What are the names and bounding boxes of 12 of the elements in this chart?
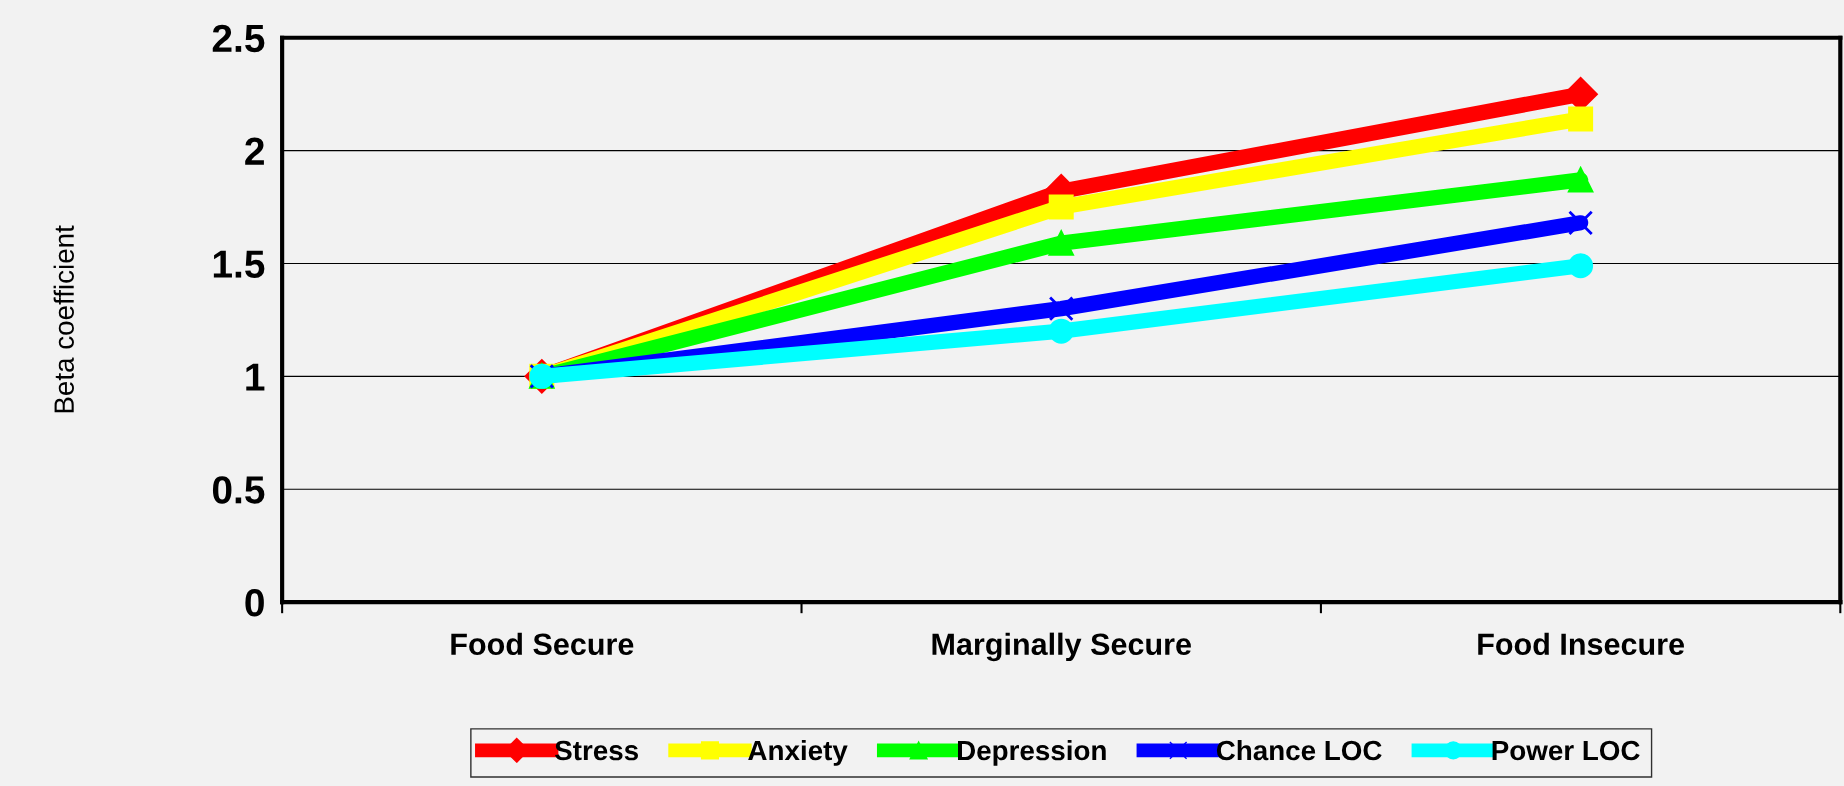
x-tick-label: Food Secure — [451, 632, 634, 656]
y-axis-title: Beta coefficient — [53, 225, 74, 413]
y-tick-label: 0 — [245, 589, 264, 617]
y-tick-label: 2.5 — [212, 24, 265, 53]
y-tick-label: 1 — [246, 363, 265, 391]
legend-label: Anxiety — [748, 739, 848, 766]
legend-label: Depression — [957, 739, 1106, 766]
x-tick-label: Food Insecure — [1478, 632, 1684, 656]
y-tick-label: 2 — [245, 137, 264, 165]
y-tick-label: 0.5 — [212, 476, 265, 504]
y-tick-label: 1.5 — [213, 250, 265, 278]
x-tick-label: Marginally Secure — [932, 632, 1191, 662]
